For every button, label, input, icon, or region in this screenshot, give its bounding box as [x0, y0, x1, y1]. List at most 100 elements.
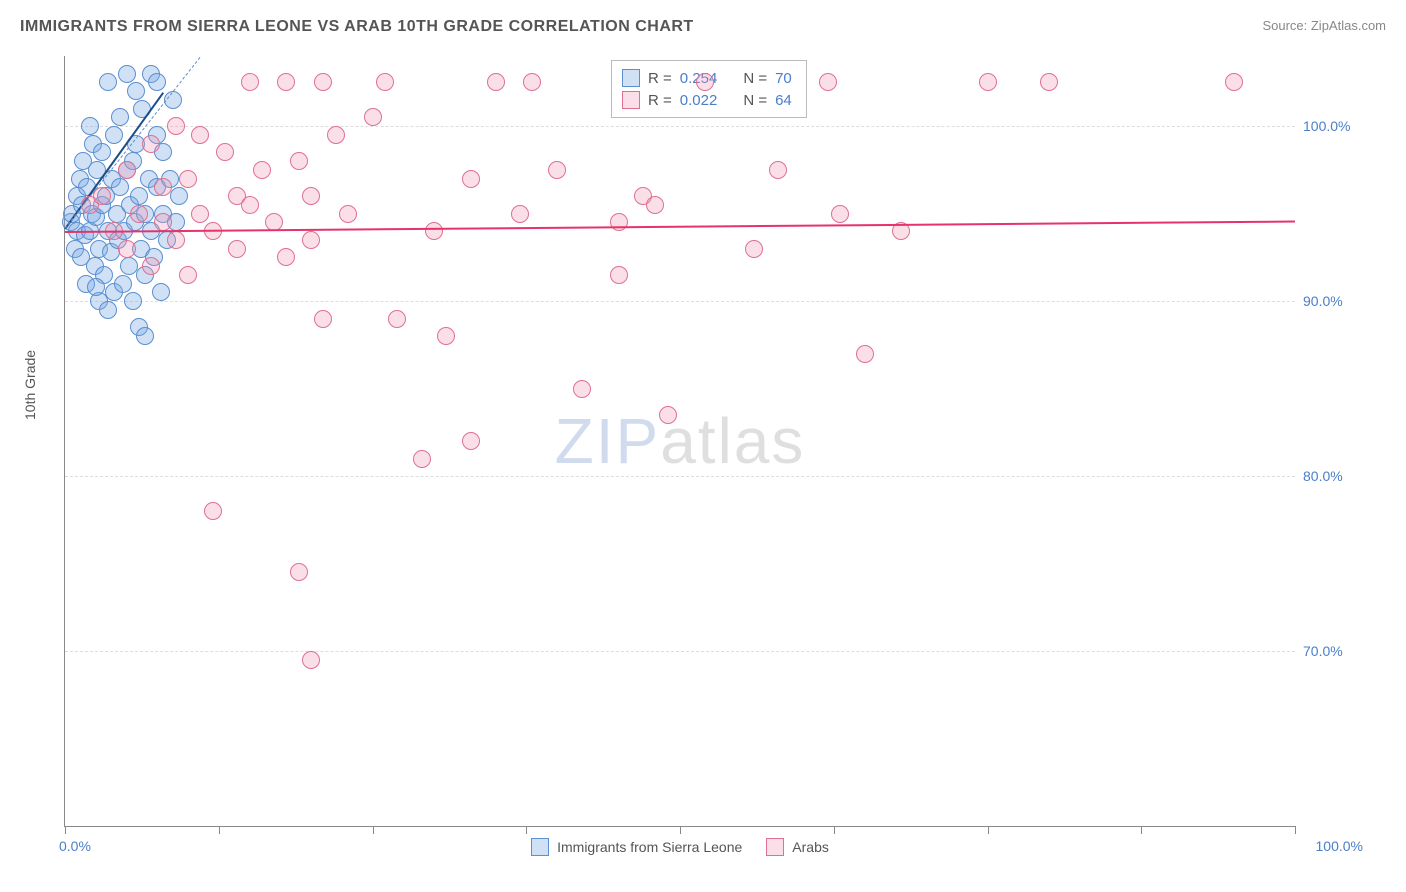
- data-point: [696, 73, 714, 91]
- watermark-part2: atlas: [660, 405, 805, 477]
- data-point: [191, 126, 209, 144]
- chart-container: IMMIGRANTS FROM SIERRA LEONE VS ARAB 10T…: [0, 0, 1406, 892]
- legend-row-series2: R = 0.022 N = 64: [622, 89, 792, 111]
- data-point: [93, 187, 111, 205]
- data-point: [133, 100, 151, 118]
- x-tick: [834, 826, 835, 834]
- legend-swatch-1b: [531, 838, 549, 856]
- legend-item-1: Immigrants from Sierra Leone: [531, 838, 742, 856]
- plot-area: ZIPatlas R = 0.254 N = 70 R = 0.022 N = …: [64, 56, 1295, 827]
- data-point: [769, 161, 787, 179]
- y-tick-label: 100.0%: [1303, 118, 1363, 134]
- series-legend: Immigrants from Sierra Leone Arabs: [65, 838, 1295, 856]
- data-point: [290, 563, 308, 581]
- data-point: [154, 178, 172, 196]
- y-tick-label: 80.0%: [1303, 468, 1363, 484]
- data-point: [290, 152, 308, 170]
- data-point: [170, 187, 188, 205]
- data-point: [277, 248, 295, 266]
- x-tick: [988, 826, 989, 834]
- data-point: [111, 108, 129, 126]
- gridline: [65, 651, 1295, 652]
- data-point: [114, 275, 132, 293]
- data-point: [437, 327, 455, 345]
- data-point: [87, 278, 105, 296]
- data-point: [204, 502, 222, 520]
- data-point: [124, 292, 142, 310]
- data-point: [253, 161, 271, 179]
- data-point: [136, 327, 154, 345]
- data-point: [511, 205, 529, 223]
- data-point: [167, 117, 185, 135]
- data-point: [99, 301, 117, 319]
- data-point: [216, 143, 234, 161]
- y-tick-label: 90.0%: [1303, 293, 1363, 309]
- data-point: [462, 170, 480, 188]
- data-point: [831, 205, 849, 223]
- data-point: [154, 213, 172, 231]
- data-point: [610, 266, 628, 284]
- x-tick: [65, 826, 66, 834]
- data-point: [111, 178, 129, 196]
- data-point: [573, 380, 591, 398]
- data-point: [327, 126, 345, 144]
- watermark-part1: ZIP: [555, 405, 661, 477]
- source-label: Source: ZipAtlas.com: [1262, 18, 1386, 33]
- x-tick: [680, 826, 681, 834]
- data-point: [819, 73, 837, 91]
- legend-r-val-2: 0.022: [680, 92, 718, 109]
- data-point: [118, 240, 136, 258]
- trend-line: [65, 221, 1295, 233]
- data-point: [142, 135, 160, 153]
- data-point: [152, 283, 170, 301]
- gridline: [65, 126, 1295, 127]
- data-point: [130, 187, 148, 205]
- data-point: [745, 240, 763, 258]
- data-point: [179, 266, 197, 284]
- data-point: [302, 187, 320, 205]
- data-point: [93, 143, 111, 161]
- data-point: [376, 73, 394, 91]
- data-point: [142, 257, 160, 275]
- legend-n-label: N =: [743, 70, 767, 87]
- data-point: [191, 205, 209, 223]
- x-tick: [1141, 826, 1142, 834]
- data-point: [179, 170, 197, 188]
- data-point: [413, 450, 431, 468]
- data-point: [523, 73, 541, 91]
- data-point: [302, 231, 320, 249]
- data-point: [314, 73, 332, 91]
- gridline: [65, 476, 1295, 477]
- data-point: [388, 310, 406, 328]
- data-point: [127, 82, 145, 100]
- x-tick: [219, 826, 220, 834]
- data-point: [241, 196, 259, 214]
- y-axis-label: 10th Grade: [22, 350, 38, 420]
- x-tick: [373, 826, 374, 834]
- data-point: [646, 196, 664, 214]
- data-point: [462, 432, 480, 450]
- watermark: ZIPatlas: [555, 404, 806, 478]
- data-point: [659, 406, 677, 424]
- data-point: [1225, 73, 1243, 91]
- legend-n-val-2: 64: [775, 92, 792, 109]
- x-min-label: 0.0%: [59, 838, 91, 854]
- data-point: [314, 310, 332, 328]
- data-point: [487, 73, 505, 91]
- data-point: [856, 345, 874, 363]
- data-point: [610, 213, 628, 231]
- data-point: [425, 222, 443, 240]
- series-1-name: Immigrants from Sierra Leone: [557, 839, 742, 855]
- data-point: [118, 161, 136, 179]
- data-point: [81, 117, 99, 135]
- y-tick-label: 70.0%: [1303, 643, 1363, 659]
- legend-r-label: R =: [648, 92, 672, 109]
- data-point: [277, 73, 295, 91]
- legend-swatch-2b: [766, 838, 784, 856]
- data-point: [548, 161, 566, 179]
- data-point: [302, 651, 320, 669]
- legend-n-label: N =: [743, 92, 767, 109]
- data-point: [1040, 73, 1058, 91]
- x-tick: [1295, 826, 1296, 834]
- data-point: [99, 73, 117, 91]
